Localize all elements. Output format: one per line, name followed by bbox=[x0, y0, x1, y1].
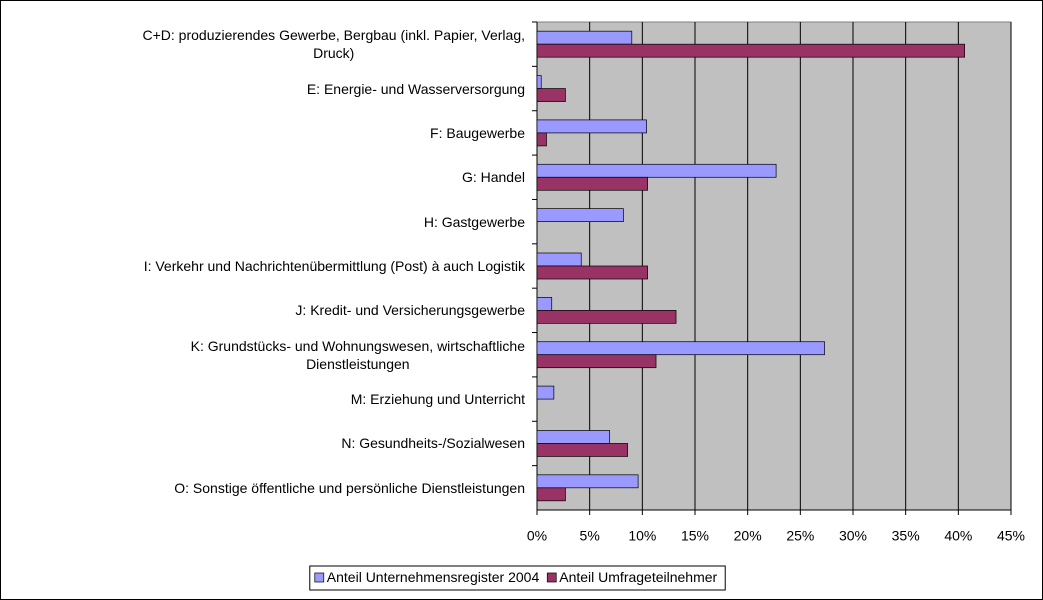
x-tick-label: 5% bbox=[580, 528, 600, 544]
bar bbox=[536, 341, 825, 356]
y-tick-label: O: Sonstige öffentliche und persönliche … bbox=[174, 479, 525, 496]
y-tick-label: J: Kredit- und Versicherungsgewerbe bbox=[295, 302, 525, 319]
bar bbox=[536, 430, 611, 444]
bar bbox=[536, 297, 553, 311]
y-tick-label: K: Grundstücks- und Wohnungswesen, wirts… bbox=[190, 337, 525, 372]
legend-swatch bbox=[314, 572, 325, 583]
x-tick-label: 45% bbox=[997, 528, 1025, 544]
bar bbox=[536, 208, 624, 222]
bar bbox=[536, 265, 648, 280]
x-tick-label: 35% bbox=[892, 528, 920, 544]
x-tick-label: 10% bbox=[628, 528, 656, 544]
y-tick-label: H: Gastgewerbe bbox=[423, 213, 525, 230]
bar bbox=[536, 310, 677, 324]
bar bbox=[536, 163, 777, 178]
legend-box bbox=[309, 565, 726, 591]
legend-swatch bbox=[546, 572, 557, 583]
y-tick-label: I: Verkehr und Nachrichtenübermittlung (… bbox=[143, 258, 525, 274]
x-tick-label: 30% bbox=[839, 528, 867, 544]
bar bbox=[536, 132, 547, 147]
bar bbox=[536, 474, 639, 489]
bar bbox=[536, 252, 582, 267]
bar bbox=[536, 176, 648, 191]
bar bbox=[536, 88, 566, 102]
y-tick-label: N: Gesundheits-/Sozialwesen bbox=[341, 435, 525, 452]
y-tick-label: G: Handel bbox=[461, 169, 525, 186]
y-tick-label: F: Baugewerbe bbox=[430, 124, 525, 141]
bar bbox=[536, 30, 633, 45]
bar bbox=[536, 443, 628, 457]
bar bbox=[536, 354, 657, 369]
bar bbox=[536, 487, 566, 502]
x-tick-label: 20% bbox=[734, 528, 762, 544]
x-tick-label: 25% bbox=[786, 528, 814, 544]
legend-label: Anteil Umfrageteilnehmer bbox=[559, 569, 717, 585]
y-tick-label: E: Energie- und Wasserversorgung bbox=[306, 80, 525, 97]
legend-label: Anteil Unternehmensregister 2004 bbox=[327, 569, 540, 585]
x-tick-label: 0% bbox=[527, 528, 547, 544]
bar bbox=[536, 119, 647, 134]
bar bbox=[536, 385, 555, 400]
y-tick-label: C+D: produzierendes Gewerbe, Bergbau (in… bbox=[142, 27, 526, 62]
y-tick-label: M: Erziehung und Unterricht bbox=[350, 391, 525, 408]
bar bbox=[536, 43, 966, 58]
bar bbox=[536, 75, 542, 89]
x-tick-label: 15% bbox=[681, 528, 709, 544]
x-tick-label: 40% bbox=[944, 528, 972, 544]
